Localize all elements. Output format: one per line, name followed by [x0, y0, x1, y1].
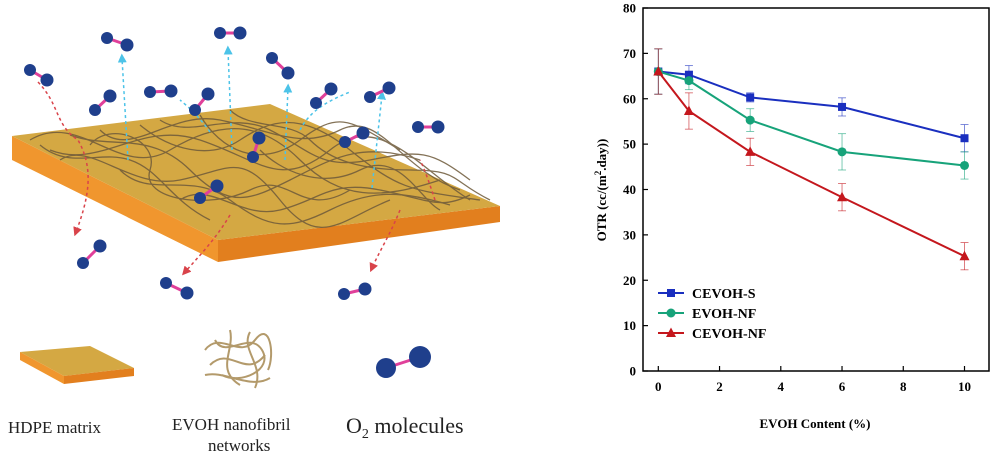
x-tick-label: 4 [778, 379, 785, 394]
evoh-nanofibril-label-line2: networks [208, 436, 270, 455]
y-tick-label: 70 [623, 46, 636, 61]
data-point-evoh-nf [684, 76, 694, 86]
hdpe-matrix-icon [20, 346, 134, 384]
legend-marker [667, 289, 675, 297]
x-axis-title: EVOH Content (%) [760, 416, 871, 431]
data-point-cevoh-s [746, 93, 755, 102]
o2-molecule-icon [77, 239, 107, 269]
slab-right-face [218, 206, 500, 262]
data-point-cevoh-s [684, 70, 693, 79]
series-line-evoh-nf [658, 70, 965, 167]
x-tick-label: 8 [900, 379, 907, 394]
error-bars [654, 48, 969, 271]
x-tick-label: 0 [655, 379, 662, 394]
o2-molecule-icon [214, 26, 247, 40]
x-tick-label: 10 [958, 379, 971, 394]
series-line-cevoh-s [658, 70, 965, 140]
y-tick-label: 80 [623, 1, 636, 16]
legend-marker [666, 327, 676, 337]
series-lines [657, 70, 965, 258]
o2-escape-paths [117, 45, 386, 189]
o2-molecule-icon [266, 52, 295, 80]
o2-molecule-icon [339, 126, 370, 148]
data-point-evoh-nf [837, 147, 847, 157]
series-line-cevoh-nf [657, 70, 965, 258]
y-axis-title-rest: .day)) [594, 139, 609, 171]
o2-molecules [24, 26, 445, 300]
axis-ticks: 0 10 20 30 40 50 60 70 80 0 2 4 6 8 10 [623, 1, 971, 395]
chart-legend: CEVOH-S EVOH-NF CEVOH-NF [658, 287, 766, 342]
o2-molecule-icon [247, 131, 266, 163]
data-point-cevoh-nf [683, 105, 694, 116]
data-point-evoh-nf [960, 160, 970, 170]
data-point-cevoh-nf [959, 250, 970, 261]
o2-molecule-icon [144, 84, 178, 98]
y-tick-label: 10 [623, 318, 636, 333]
hdpe-matrix-label: HDPE matrix [8, 418, 102, 437]
o2-label-o: O [346, 413, 362, 438]
o2-molecule-icon [189, 87, 215, 116]
y-tick-label: 50 [623, 137, 636, 152]
o2-molecule-icon [364, 81, 396, 103]
o2-molecule-icon [160, 277, 194, 300]
data-point-cevoh-nf [837, 191, 848, 202]
o2-label-subscript: 2 [362, 427, 369, 442]
nanofibril-network-icon [204, 329, 273, 389]
o2-molecule-icon [376, 346, 431, 378]
y-tick-label: 20 [623, 273, 636, 288]
evoh-nanofibril-network [29, 109, 491, 228]
y-axis-title-main: OTR (cc/(m [594, 175, 609, 241]
data-point-cevoh-nf [653, 66, 664, 76]
o2-molecule-icon [412, 120, 445, 134]
legend-label: EVOH-NF [692, 307, 756, 322]
o2-molecule-icon [89, 89, 117, 116]
o2-label-rest: molecules [369, 413, 464, 438]
series-markers [653, 66, 970, 261]
y-tick-label: 60 [623, 91, 636, 106]
o2-molecule-icon [24, 64, 54, 87]
y-axis-title: OTR (cc/(m2.day)) [593, 139, 609, 242]
legend-marker [666, 308, 676, 318]
y-tick-label: 0 [630, 364, 637, 379]
o2-permeation-paths [37, 81, 436, 276]
x-tick-label: 6 [839, 379, 846, 394]
o2-molecule-icon [310, 82, 338, 109]
o2-molecule-icon [101, 32, 134, 52]
oxygen-barrier-illustration: HDPE matrix EVOH nanofibril networks O2 … [8, 26, 500, 455]
legend-label: CEVOH-S [692, 287, 756, 302]
y-tick-label: 40 [623, 182, 636, 197]
data-point-evoh-nf [745, 115, 755, 125]
data-point-cevoh-s [838, 102, 847, 111]
x-tick-label: 2 [716, 379, 723, 394]
y-tick-label: 30 [623, 227, 636, 242]
data-point-cevoh-s [960, 134, 969, 143]
o2-molecule-icon [338, 282, 372, 300]
o2-molecules-label: O2 molecules [346, 413, 464, 442]
slab-front-face [12, 136, 218, 262]
y-axis-title-sup: 2 [593, 170, 603, 175]
o2-molecule-icon [194, 179, 224, 204]
illustration-legend: HDPE matrix EVOH nanofibril networks O2 … [8, 329, 464, 455]
data-point-cevoh-nf [745, 146, 756, 156]
legend-label: CEVOH-NF [692, 327, 766, 342]
evoh-nanofibril-label-line1: EVOH nanofibril [172, 415, 291, 434]
